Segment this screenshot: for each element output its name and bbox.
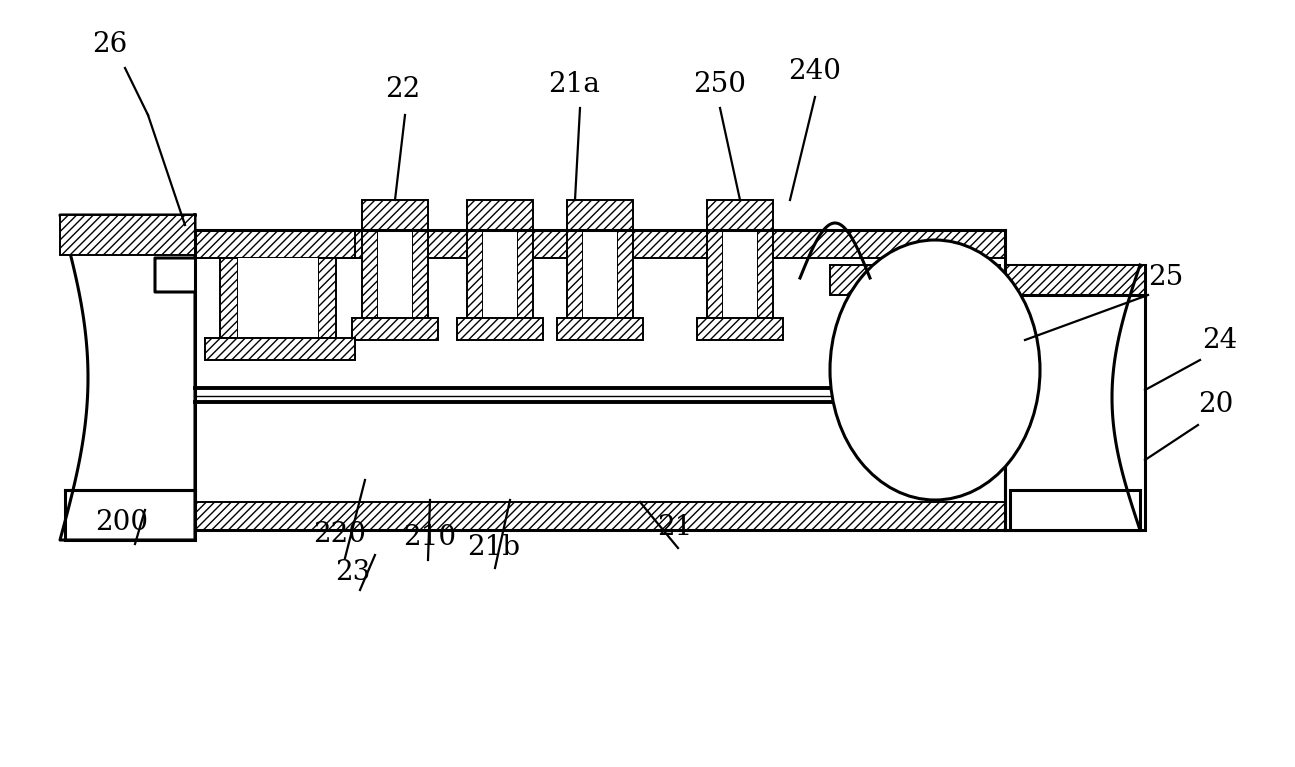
Text: 21b: 21b: [467, 534, 521, 561]
Bar: [319, 258, 335, 338]
Bar: [567, 230, 583, 318]
Text: 240: 240: [787, 58, 840, 85]
Bar: [60, 215, 196, 255]
Text: 21a: 21a: [548, 71, 600, 98]
Bar: [196, 230, 355, 258]
Text: 20: 20: [1198, 391, 1233, 418]
Text: 24: 24: [1202, 327, 1237, 354]
Bar: [238, 258, 319, 338]
Bar: [352, 318, 438, 340]
Bar: [583, 230, 616, 318]
Bar: [483, 230, 517, 318]
Bar: [467, 200, 534, 230]
Bar: [697, 318, 783, 340]
Bar: [517, 230, 534, 318]
Polygon shape: [60, 215, 196, 540]
Bar: [758, 230, 773, 318]
Text: 220: 220: [313, 521, 366, 548]
Bar: [1005, 265, 1145, 530]
Bar: [363, 200, 429, 230]
Text: 22: 22: [385, 76, 421, 103]
Text: 23: 23: [335, 559, 370, 586]
Bar: [65, 490, 196, 540]
Bar: [707, 230, 723, 318]
Bar: [196, 230, 1005, 258]
Text: 200: 200: [95, 509, 148, 536]
Bar: [220, 258, 238, 338]
Bar: [467, 230, 483, 318]
Bar: [1010, 490, 1140, 530]
Bar: [457, 318, 543, 340]
Bar: [830, 265, 1000, 295]
Ellipse shape: [830, 240, 1040, 500]
Text: 210: 210: [403, 524, 456, 551]
Bar: [1005, 265, 1145, 295]
Bar: [707, 200, 773, 230]
Bar: [412, 230, 429, 318]
Bar: [557, 318, 644, 340]
Bar: [567, 200, 633, 230]
Text: 21: 21: [657, 514, 693, 541]
Bar: [205, 338, 355, 360]
Bar: [378, 230, 412, 318]
Text: 250: 250: [693, 71, 746, 98]
Bar: [363, 230, 378, 318]
Text: 26: 26: [92, 31, 127, 58]
Bar: [616, 230, 633, 318]
Bar: [196, 502, 1005, 530]
Text: 25: 25: [1147, 264, 1184, 291]
Bar: [723, 230, 758, 318]
